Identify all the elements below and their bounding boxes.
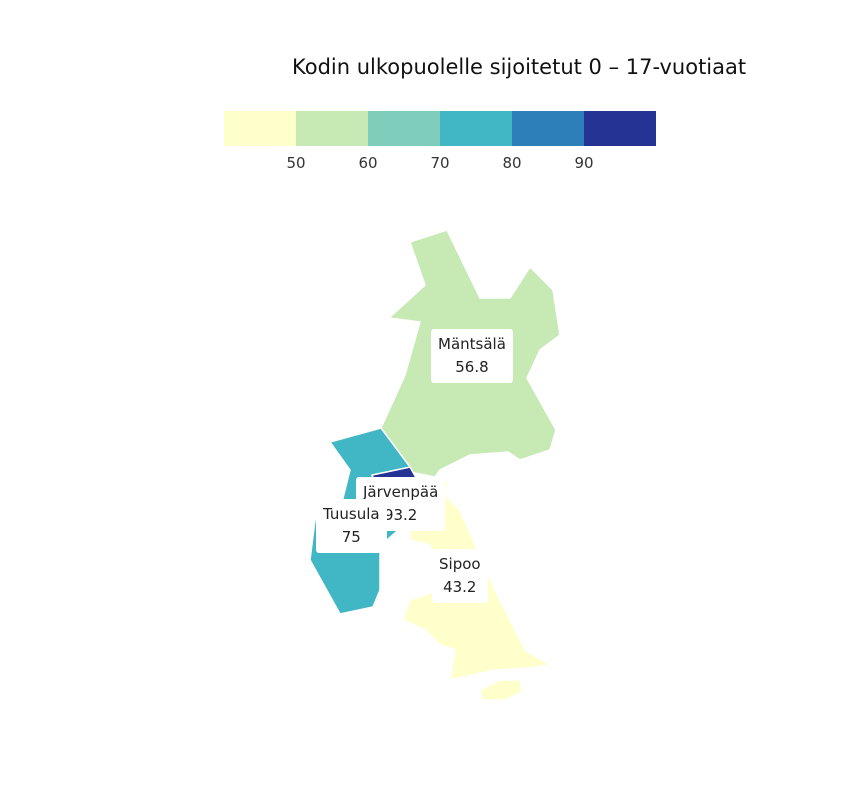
label-tuusula: Tuusula 75 [316,499,387,553]
legend-swatch-6 [584,111,656,146]
legend-swatch-5 [512,111,584,146]
legend-swatch-4 [440,111,512,146]
label-jarvenpaa-value: 93.2 [383,506,418,524]
label-sipoo-name: Sipoo [439,555,481,573]
legend-tick-70: 70 [430,154,450,172]
legend-tick-90: 90 [574,154,594,172]
legend-tick-60: 60 [358,154,378,172]
legend-swatch-3 [368,111,440,146]
legend-ticks: 50 60 70 80 90 [224,154,656,176]
label-mantsala-name: Mäntsälä [438,335,506,353]
legend-swatch-2 [296,111,368,146]
label-sipoo-value: 43.2 [443,578,477,596]
map-title: Kodin ulkopuolelle sijoitetut 0 – 17-vuo… [292,55,747,79]
label-sipoo: Sipoo 43.2 [432,549,488,603]
label-jarvenpaa-name: Järvenpää [363,483,439,501]
label-mantsala-value: 56.8 [455,358,489,376]
color-legend [224,111,656,146]
label-tuusula-value: 75 [341,528,361,546]
legend-tick-50: 50 [286,154,306,172]
legend-swatch-1 [224,111,296,146]
legend-tick-80: 80 [502,154,522,172]
region-sipoo-island [479,679,523,701]
label-tuusula-name: Tuusula [323,505,380,523]
label-mantsala: Mäntsälä 56.8 [431,329,513,383]
